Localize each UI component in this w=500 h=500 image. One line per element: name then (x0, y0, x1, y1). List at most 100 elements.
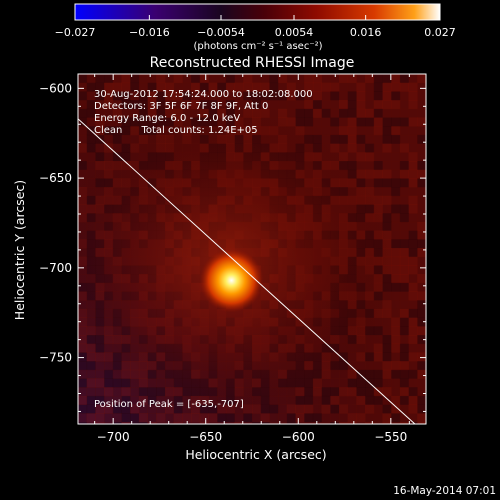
image-pixel (260, 91, 270, 101)
image-pixel (417, 378, 426, 388)
image-pixel (321, 100, 331, 110)
image-pixel (408, 256, 418, 266)
image-pixel (356, 117, 366, 127)
image-pixel (286, 82, 296, 92)
image-pixel (399, 256, 409, 266)
image-pixel (426, 74, 435, 83)
image-pixel (426, 283, 435, 292)
image-pixel (399, 395, 409, 405)
image-pixel (347, 143, 357, 153)
x-axis-label: Heliocentric X (arcsec) (185, 447, 326, 462)
image-pixel (312, 100, 322, 110)
image-pixel (278, 74, 288, 84)
image-pixel (95, 108, 105, 118)
image-pixel (243, 74, 253, 84)
image-pixel (417, 361, 426, 371)
colorbar-gradient (74, 3, 441, 21)
image-pixel (260, 422, 270, 424)
y-tick-label: −750 (39, 351, 72, 365)
image-pixel (330, 82, 340, 92)
image-pixel (339, 413, 349, 423)
image-pixel (373, 169, 383, 179)
image-pixel (95, 74, 105, 84)
image-pixel (104, 404, 114, 414)
image-pixel (417, 169, 426, 179)
x-tick-label: −650 (189, 430, 222, 444)
image-pixel (382, 404, 392, 414)
image-pixel (339, 108, 349, 118)
image-pixel (165, 413, 175, 423)
image-pixel (95, 395, 105, 405)
image-pixel (382, 395, 392, 405)
image-pixel (408, 152, 418, 162)
image-pixel (95, 404, 105, 414)
image-pixel (408, 248, 418, 258)
image-pixel (373, 369, 383, 379)
image-pixel (399, 361, 409, 371)
image-pixel (130, 395, 140, 405)
image-pixel (373, 161, 383, 171)
image-pixel (417, 178, 426, 188)
image-pixel (426, 405, 435, 414)
image-pixel (304, 100, 314, 110)
image-pixel (391, 108, 401, 118)
image-pixel (365, 117, 375, 127)
image-pixel (408, 291, 418, 301)
image-pixel (408, 82, 418, 92)
image-pixel (339, 422, 349, 424)
image-pixel (78, 161, 88, 171)
image-pixel (112, 413, 122, 423)
colorbar-tick-label: 0.0054 (275, 26, 314, 39)
colorbar-tick-label: −0.0054 (197, 26, 245, 39)
image-pixel (391, 169, 401, 179)
image-pixel (426, 396, 435, 405)
image-pixel (399, 291, 409, 301)
image-pixel (417, 274, 426, 284)
image-pixel (112, 387, 122, 397)
image-pixel (391, 74, 401, 84)
image-pixel (312, 117, 322, 127)
image-pixel (321, 91, 331, 101)
image-pixel (321, 126, 331, 136)
y-tick-label: −600 (39, 81, 72, 95)
image-pixel (382, 422, 392, 424)
image-pixel (208, 422, 218, 424)
image-pixel (138, 413, 148, 423)
image-pixel (78, 369, 88, 379)
image-pixel (78, 126, 88, 136)
image-pixel (147, 108, 157, 118)
image-pixel (86, 413, 96, 423)
image-pixel (156, 91, 166, 101)
annotation-detectors: Detectors: 3F 5F 6F 7F 8F 9F, Att 0 (94, 101, 268, 112)
image-pixel (408, 213, 418, 223)
image-pixel (382, 152, 392, 162)
image-pixel (147, 91, 157, 101)
image-pixel (78, 378, 88, 388)
image-pixel (391, 308, 401, 318)
image-pixel (399, 126, 409, 136)
image-pixel (426, 326, 435, 335)
image-pixel (382, 161, 392, 171)
image-pixel (417, 204, 426, 214)
image-pixel (356, 91, 366, 101)
image-pixel (165, 82, 175, 92)
image-pixel (365, 404, 375, 414)
image-pixel (426, 170, 435, 179)
image-pixel (399, 221, 409, 231)
image-pixel (417, 404, 426, 414)
image-pixel (426, 109, 435, 118)
image-pixel (408, 204, 418, 214)
image-pixel (408, 239, 418, 249)
image-pixel (356, 108, 366, 118)
image-pixel (104, 126, 114, 136)
image-pixel (112, 82, 122, 92)
image-pixel (78, 404, 88, 414)
image-pixel (408, 300, 418, 310)
image-pixel (391, 369, 401, 379)
image-pixel (373, 143, 383, 153)
image-pixel (356, 387, 366, 397)
image-pixel (138, 74, 148, 84)
image-pixel (86, 91, 96, 101)
image-pixel (112, 395, 122, 405)
image-pixel (399, 387, 409, 397)
